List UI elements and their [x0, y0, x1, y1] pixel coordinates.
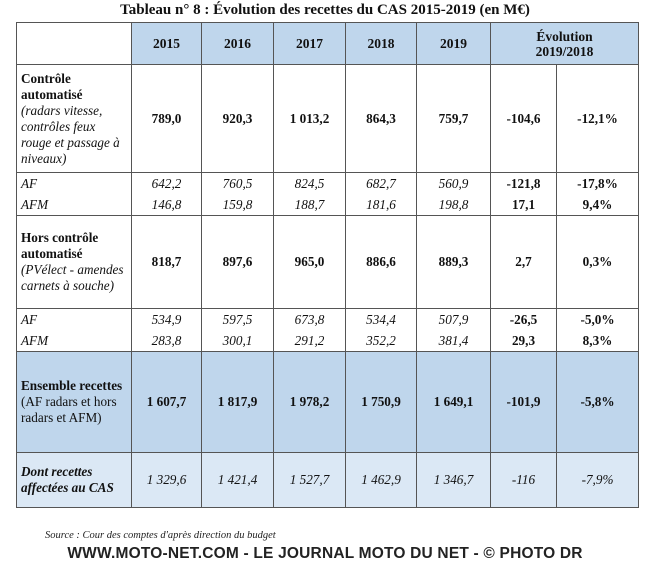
evolution-pct-cell: -12,1%	[555, 64, 640, 173]
value-cell: 1 013,2	[273, 64, 346, 173]
evolution-pct-cell: -17,8%	[555, 172, 640, 194]
evolution-pct-cell: 9,4%	[555, 194, 640, 216]
value-cell: 198,8	[416, 194, 491, 216]
header-evolution: Évolution 2019/2018	[489, 22, 640, 65]
header-year: 2017	[273, 22, 346, 65]
value-cell: 1 649,1	[416, 351, 491, 453]
value-cell: 507,9	[416, 308, 491, 330]
value-cell: 642,2	[131, 172, 202, 194]
value-cell: 1 817,9	[201, 351, 274, 453]
value-cell: 159,8	[201, 194, 274, 216]
row-label-italic: (radars vitesse, contrôles feux rouge et…	[21, 102, 120, 166]
header-year: 2018	[345, 22, 417, 65]
evolution-pct-cell: 8,3%	[555, 330, 640, 352]
value-cell: 897,6	[201, 215, 274, 309]
value-cell: 1 346,7	[416, 452, 491, 508]
evolution-pct-cell: -5,8%	[555, 351, 640, 453]
header-row: 2015 2016 2017 2018 2019 Évolution 2019/…	[16, 22, 640, 65]
value-cell: 760,5	[201, 172, 274, 194]
value-cell: 818,7	[131, 215, 202, 309]
evolution-abs-cell: 29,3	[490, 330, 557, 352]
evolution-pct-cell: -5,0%	[555, 308, 640, 330]
row-label-bold: Hors contrôle automatisé	[21, 230, 99, 261]
value-cell: 789,0	[131, 64, 202, 173]
evolution-pct-cell: -7,9%	[555, 452, 640, 508]
value-cell: 673,8	[273, 308, 346, 330]
evolution-abs-cell: -26,5	[490, 308, 557, 330]
value-cell: 1 527,7	[273, 452, 346, 508]
value-cell: 560,9	[416, 172, 491, 194]
evolution-abs-cell: -101,9	[490, 351, 557, 453]
value-cell: 682,7	[345, 172, 417, 194]
watermark-banner: WWW.MOTO-NET.COM - LE JOURNAL MOTO DU NE…	[0, 543, 650, 565]
evolution-abs-cell: -121,8	[490, 172, 557, 194]
value-cell: 864,3	[345, 64, 417, 173]
value-cell: 1 421,4	[201, 452, 274, 508]
row-label: Hors contrôle automatisé (PVélect - amend…	[16, 215, 132, 309]
value-cell: 534,4	[345, 308, 417, 330]
evolution-abs-cell: 17,1	[490, 194, 557, 216]
value-cell: 534,9	[131, 308, 202, 330]
evolution-abs-cell: 2,7	[490, 215, 557, 309]
table-row: AFM 283,8 300,1 291,2 352,2 381,4 29,3 8…	[16, 330, 640, 352]
value-cell: 146,8	[131, 194, 202, 216]
header-corner	[16, 22, 132, 65]
value-cell: 759,7	[416, 64, 491, 173]
value-cell: 291,2	[273, 330, 346, 352]
table-title: Tableau n° 8 : Évolution des recettes du…	[120, 2, 530, 18]
value-cell: 1 978,2	[273, 351, 346, 453]
table-row: Dont recettes affectées au CAS 1 329,6 1…	[16, 452, 640, 508]
value-cell: 300,1	[201, 330, 274, 352]
value-cell: 352,2	[345, 330, 417, 352]
header-year: 2019	[416, 22, 491, 65]
row-label-bold: Contrôle automatisé	[21, 70, 83, 102]
header-year: 2016	[201, 22, 274, 65]
table-row: Contrôle automatisé (radars vitesse, cont…	[16, 64, 640, 173]
row-label: Ensemble recettes (AF radars et hors rad…	[16, 351, 132, 453]
evolution-abs-cell: -104,6	[490, 64, 557, 173]
table-row: AF 534,9 597,5 673,8 534,4 507,9 -26,5 -…	[16, 308, 640, 330]
value-cell: 1 329,6	[131, 452, 202, 508]
row-label: Contrôle automatisé (radars vitesse, cont…	[16, 64, 132, 173]
value-cell: 597,5	[201, 308, 274, 330]
evolution-abs-cell: -116	[490, 452, 557, 508]
value-cell: 283,8	[131, 330, 202, 352]
table-row: Ensemble recettes (AF radars et hors rad…	[16, 351, 640, 453]
header-evolution-line2: 2019/2018	[535, 43, 594, 59]
row-label-normal: (AF radars et hors radars et AFM)	[21, 394, 117, 425]
value-cell: 1 750,9	[345, 351, 417, 453]
table-row: AF 642,2 760,5 824,5 682,7 560,9 -121,8 …	[16, 172, 640, 194]
header-year: 2015	[131, 22, 202, 65]
evolution-pct-cell: 0,3%	[555, 215, 640, 309]
table-row: Hors contrôle automatisé (PVélect - amend…	[16, 215, 640, 309]
source-note: Source : Cour des comptes d'après direct…	[45, 530, 276, 541]
header-evolution-line1: Évolution	[536, 28, 593, 44]
row-label-italic: (PVélect - amendes carnets à souche)	[21, 262, 124, 293]
row-label: AF	[16, 308, 132, 330]
value-cell: 181,6	[345, 194, 417, 216]
value-cell: 1 607,7	[131, 351, 202, 453]
value-cell: 889,3	[416, 215, 491, 309]
value-cell: 886,6	[345, 215, 417, 309]
value-cell: 381,4	[416, 330, 491, 352]
row-label: AFM	[16, 330, 132, 352]
value-cell: 188,7	[273, 194, 346, 216]
revenue-table: 2015 2016 2017 2018 2019 Évolution 2019/…	[16, 22, 640, 508]
value-cell: 965,0	[273, 215, 346, 309]
value-cell: 1 462,9	[345, 452, 417, 508]
table-row: AFM 146,8 159,8 188,7 181,6 198,8 17,1 9…	[16, 194, 640, 216]
row-label: Dont recettes affectées au CAS	[16, 452, 132, 508]
row-label-bold: Ensemble recettes	[21, 378, 123, 393]
value-cell: 920,3	[201, 64, 274, 173]
row-label: AF	[16, 172, 132, 194]
row-label: AFM	[16, 194, 132, 216]
value-cell: 824,5	[273, 172, 346, 194]
